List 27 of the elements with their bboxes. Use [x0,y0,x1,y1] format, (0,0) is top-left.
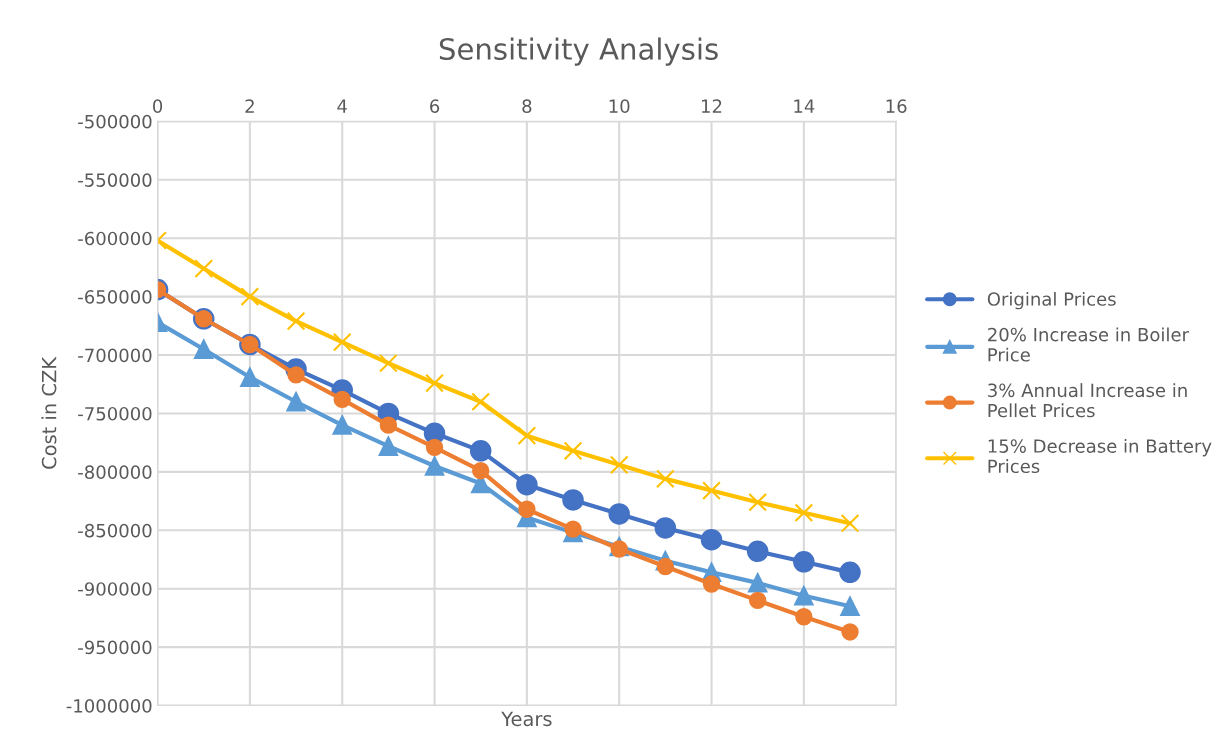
y-tick-label: -850000 [78,523,152,538]
x-tick-label: 8 [522,99,532,113]
y-tick-label: -750000 [78,406,152,421]
y-tick-label: -950000 [78,640,152,655]
x-tick-label: 14 [794,99,815,113]
y-tick-label: -600000 [78,231,152,246]
x-tick-label: 4 [337,99,347,113]
y-tick-label: -650000 [78,290,152,304]
legend-label: 15% Decrease in Battery Prices [988,438,1212,474]
x-tick-label: 16 [886,99,907,113]
y-tick-label: -800000 [78,465,152,479]
y-tick-label: -1000000 [66,699,152,713]
x-tick-label: 2 [245,99,254,113]
x-tick-label: 12 [702,99,722,113]
legend-label: 3% Annual Increase in Pellet Prices [988,383,1187,418]
y-tick-label: -700000 [78,348,152,363]
x-tick-label: 0 [153,99,163,113]
chart-title: Sensitivity Analysis [439,37,718,66]
y-tick-label: -900000 [78,582,152,596]
y-axis-title: Cost in CZK [41,356,57,469]
x-tick-label: 6 [430,99,440,113]
x-tick-label: 10 [609,99,630,113]
y-tick-label: -500000 [78,114,152,129]
x-axis-title: Years [501,711,552,727]
legend-label: 20% Increase in Boiler Price [988,327,1189,362]
legend-label: Original Prices [987,291,1116,310]
y-tick-label: -550000 [78,173,152,187]
